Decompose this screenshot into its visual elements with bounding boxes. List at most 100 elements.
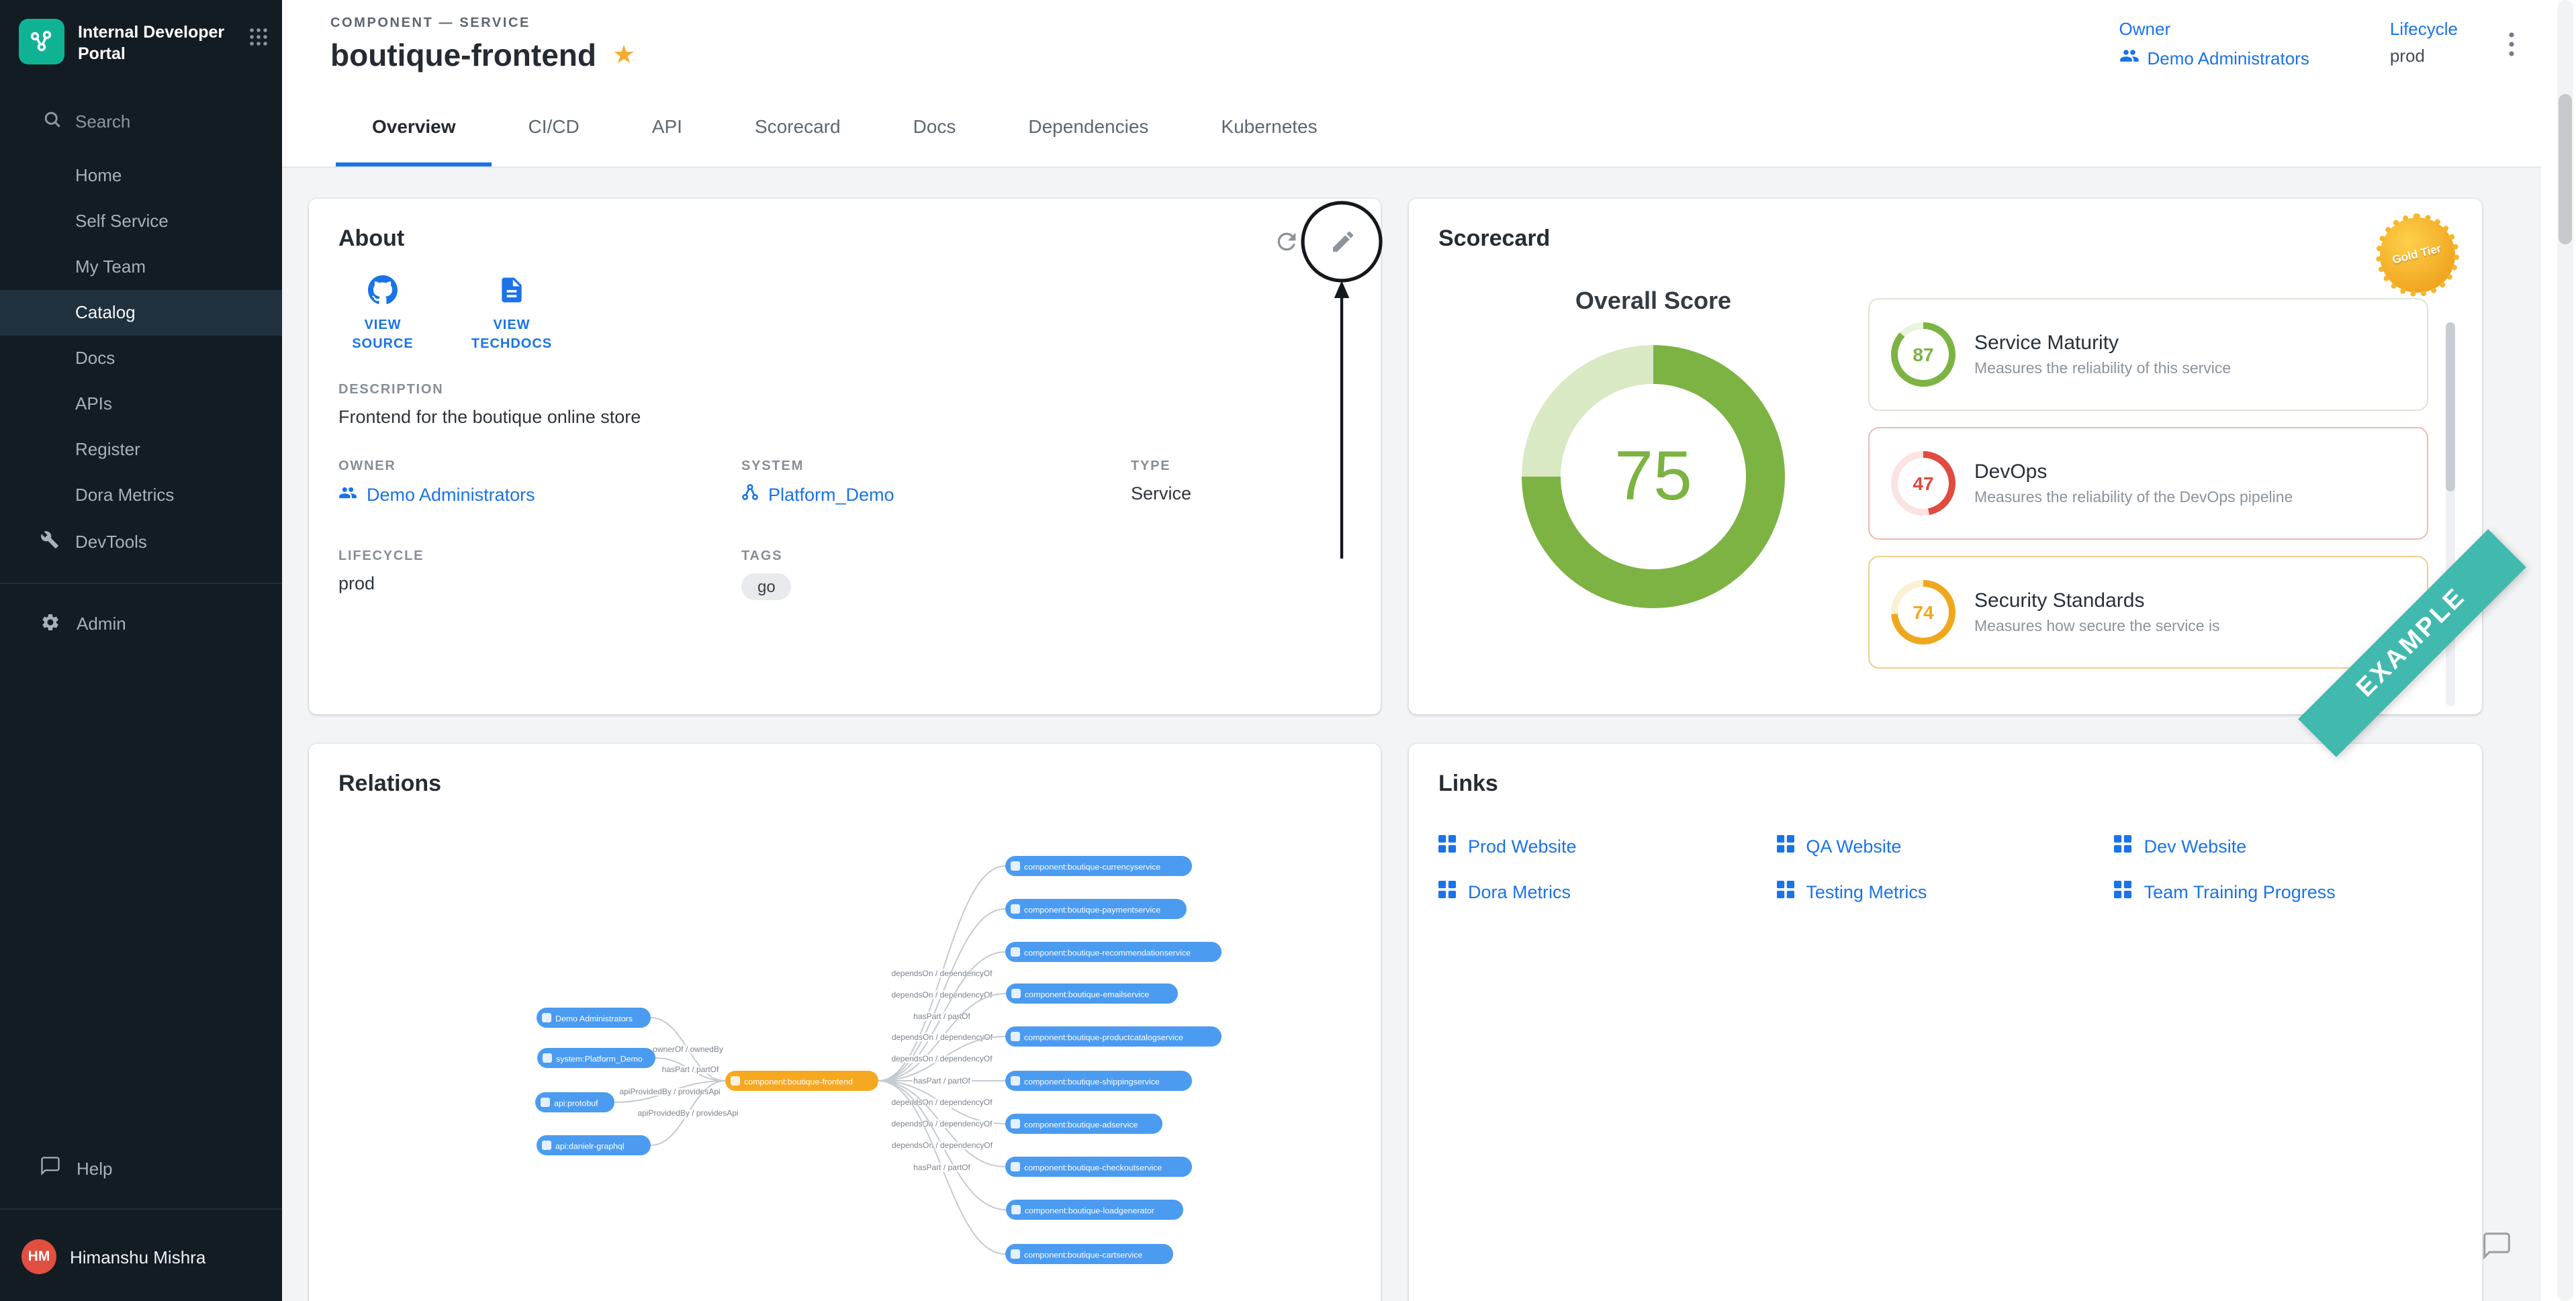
sidebar-item-label: Home [75, 165, 122, 185]
owner-field: OWNER Demo Administrators [338, 459, 741, 506]
score-row-service-maturity[interactable]: 87 Service Maturity Measures the reliabi… [1868, 298, 2428, 411]
score-ring: 74 [1891, 580, 1956, 644]
graph-edge-label: dependsOn / dependencyOf [891, 1119, 993, 1128]
graph-node-api2[interactable]: api:danielr-graphql [537, 1135, 651, 1155]
score-list[interactable]: 87 Service Maturity Measures the reliabi… [1868, 298, 2452, 685]
link-dora-metrics[interactable]: Dora Metrics [1438, 881, 1776, 902]
score-description: Measures the reliability of this service [1974, 361, 2231, 377]
view-techdocs-button[interactable]: VIEW TECHDOCS [467, 274, 556, 356]
score-value: 47 [1913, 473, 1933, 494]
gold-tier-badge: Gold Tier [2380, 218, 2455, 293]
tags-field-label: TAGS [741, 549, 1131, 564]
graph-node-currency[interactable]: component:boutique-currencyservice [1005, 856, 1192, 876]
graph-node-cart[interactable]: component:boutique-cartservice [1005, 1244, 1173, 1264]
tab-api[interactable]: API [616, 90, 719, 166]
graph-node-system[interactable]: system:Platform_Demo [537, 1048, 655, 1068]
sidebar-item-catalog[interactable]: Catalog [0, 289, 282, 335]
sidebar-item-register[interactable]: Register [0, 426, 282, 472]
about-title: About [309, 199, 1381, 252]
sidebar-item-docs[interactable]: Docs [0, 335, 282, 381]
sidebar-item-apis[interactable]: APIs [0, 381, 282, 426]
sidebar-item-my-team[interactable]: My Team [0, 244, 282, 289]
sidebar-item-self-service[interactable]: Self Service [0, 198, 282, 244]
link-testing-metrics[interactable]: Testing Metrics [1776, 881, 2114, 902]
graph-node-recommendation[interactable]: component:boutique-recommendationservice [1005, 942, 1222, 962]
sidebar-search[interactable]: Search [0, 97, 282, 144]
graph-node-label: component:boutique-productcatalogservice [1024, 1033, 1183, 1043]
apps-grid-icon[interactable] [248, 19, 269, 54]
view-source-button[interactable]: VIEW SOURCE [338, 274, 427, 356]
graph-node-label: component:boutique-loadgenerator [1025, 1206, 1154, 1216]
sidebar-item-admin[interactable]: Admin [0, 599, 282, 648]
sidebar-search-label: Search [75, 111, 130, 131]
graph-node-label: Demo Administrators [555, 1014, 633, 1024]
link-label: Dora Metrics [1468, 881, 1571, 902]
grid-link-icon [2115, 835, 2132, 857]
tab-dependencies[interactable]: Dependencies [992, 90, 1185, 166]
links-title: Links [1409, 744, 2482, 798]
overview-content: About VIEW [282, 168, 2576, 1301]
tab-overview[interactable]: Overview [336, 90, 492, 166]
link-team-training-progress[interactable]: Team Training Progress [2115, 881, 2452, 902]
link-qa-website[interactable]: QA Website [1776, 835, 2114, 857]
graph-node-productcatalog[interactable]: component:boutique-productcatalogservice [1005, 1026, 1222, 1047]
tab-scorecard[interactable]: Scorecard [719, 90, 877, 166]
score-row-devops[interactable]: 47 DevOps Measures the reliability of th… [1868, 427, 2428, 540]
user-menu[interactable]: HM Himanshu Mishra [0, 1226, 282, 1290]
refresh-icon[interactable] [1273, 228, 1300, 259]
link-dev-website[interactable]: Dev Website [2115, 835, 2452, 857]
graph-node-label: system:Platform_Demo [556, 1055, 643, 1064]
graph-node-label: component:boutique-currencyservice [1024, 863, 1160, 872]
score-description: Measures the reliability of the DevOps p… [1974, 490, 2293, 506]
score-list-scrollbar-thumb[interactable] [2446, 322, 2455, 491]
kebab-menu-icon[interactable] [2506, 30, 2517, 63]
tab-cicd[interactable]: CI/CD [492, 90, 616, 166]
system-field-value: Platform_Demo [768, 484, 894, 504]
graph-node-label: api:protobuf [554, 1099, 598, 1108]
favorite-star-icon[interactable]: ★ [612, 43, 635, 68]
graph-node-payment[interactable]: component:boutique-paymentservice [1005, 899, 1187, 919]
overall-score-donut: 75 [1522, 345, 1785, 608]
tab-docs[interactable]: Docs [877, 90, 993, 166]
owner-link[interactable]: Demo Administrators [2119, 46, 2309, 70]
sidebar-item-home[interactable]: Home [0, 152, 282, 198]
sidebar-item-label: APIs [75, 393, 112, 414]
links-card: Links Prod Website QA Website Dev Web [1409, 744, 2482, 1301]
graph-node-ad[interactable]: component:boutique-adservice [1005, 1114, 1162, 1134]
sidebar-item-help[interactable]: Help [0, 1144, 282, 1192]
graph-node-owners[interactable]: Demo Administrators [537, 1008, 651, 1028]
description-label: DESCRIPTION [338, 383, 1351, 397]
group-icon [338, 483, 357, 506]
graph-node-loadgenerator[interactable]: component:boutique-loadgenerator [1006, 1200, 1183, 1220]
page-scrollbar[interactable] [2557, 0, 2573, 1301]
graph-edge-label: dependsOn / dependencyOf [891, 1054, 993, 1063]
grid-link-icon [1438, 835, 1456, 857]
sidebar-item-label: Docs [75, 348, 115, 368]
relations-card: Relations ownerOf / ownedByhasPart / par… [309, 744, 1381, 1301]
sidebar-item-devtools[interactable]: DevTools [0, 518, 282, 566]
entity-header: COMPONENT — SERVICE boutique-frontend ★ … [282, 0, 2576, 90]
chat-widget-icon[interactable] [2474, 1230, 2520, 1266]
score-row-security-standards[interactable]: 74 Security Standards Measures how secur… [1868, 556, 2428, 669]
tag-chip-go[interactable]: go [741, 573, 792, 600]
link-prod-website[interactable]: Prod Website [1438, 835, 1776, 857]
description-value: Frontend for the boutique online store [338, 407, 1351, 427]
graph-node-api1[interactable]: api:protobuf [535, 1092, 614, 1112]
graph-node-shipping[interactable]: component:boutique-shippingservice [1005, 1071, 1192, 1091]
graph-node-icon [1011, 861, 1020, 871]
edit-pencil-icon[interactable] [1330, 228, 1356, 259]
owner-field-link[interactable]: Demo Administrators [338, 483, 741, 506]
graph-node-checkout[interactable]: component:boutique-checkoutservice [1005, 1157, 1192, 1177]
graph-node-email[interactable]: component:boutique-emailservice [1006, 983, 1178, 1004]
system-field-link[interactable]: Platform_Demo [741, 483, 1131, 505]
tab-kubernetes[interactable]: Kubernetes [1185, 90, 1353, 166]
sidebar-item-dora-metrics[interactable]: Dora Metrics [0, 472, 282, 518]
relations-graph[interactable]: ownerOf / ownedByhasPart / partOfapiProv… [338, 814, 1351, 1301]
graph-node-frontend[interactable]: component:boutique-frontend [725, 1071, 878, 1091]
graph-edge-label: hasPart / partOf [913, 1012, 970, 1021]
lifecycle-field-value: prod [338, 573, 741, 593]
sidebar-item-label: My Team [75, 256, 146, 277]
page-scrollbar-thumb[interactable] [2559, 94, 2572, 244]
graph-edge-label: dependsOn / dependencyOf [891, 1098, 993, 1107]
gold-tier-label: Gold Tier [2392, 243, 2444, 268]
